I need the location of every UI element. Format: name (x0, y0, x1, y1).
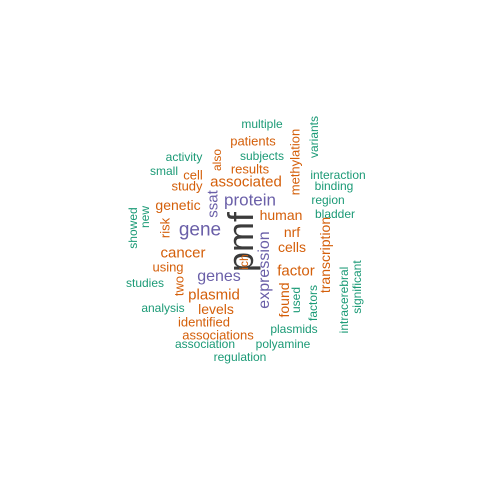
word-two: two (171, 275, 187, 297)
word-interaction: interaction (310, 168, 366, 182)
word-associations: associations (182, 327, 254, 343)
word-studies: studies (125, 276, 165, 290)
word-small: small (149, 164, 179, 178)
word-cancer: cancer (160, 244, 206, 262)
word-gene: gene (178, 219, 222, 241)
word-significant: significant (350, 260, 364, 314)
word-bladder: bladder (314, 207, 356, 221)
word-region: region (311, 193, 345, 207)
word-results: results (230, 161, 270, 177)
word-regulation: regulation (213, 350, 267, 364)
word-patients: patients (230, 133, 276, 149)
word-ich: ich (237, 254, 251, 270)
word-plasmid: plasmid (188, 286, 240, 304)
word-variants: variants (307, 115, 321, 159)
word-used: used (289, 286, 303, 314)
word-human: human (259, 207, 303, 223)
word-factor: factor (277, 262, 315, 280)
word-risk: risk (157, 217, 173, 239)
word-protein: protein (224, 190, 276, 210)
word-using: using (152, 259, 184, 275)
word-new: new (138, 205, 152, 229)
word-identified: identified (177, 314, 231, 330)
word-ssat: ssat (204, 190, 222, 218)
word-methylation: methylation (287, 128, 303, 196)
word-cells: cells (277, 239, 307, 255)
word-multiple: multiple (241, 117, 283, 131)
word-expression: expression (256, 231, 273, 309)
word-plasmids: plasmids (270, 322, 318, 336)
word-subjects: subjects (239, 149, 285, 163)
word-activity: activity (165, 150, 203, 164)
word-association: association (174, 337, 236, 351)
word-analysis: analysis (141, 301, 185, 315)
word-polyamine: polyamine (255, 337, 311, 351)
word-cell: cell (183, 167, 203, 183)
word-genetic: genetic (155, 197, 201, 213)
word-intracerebral: intracerebral (337, 266, 351, 334)
word-binding: binding (314, 179, 354, 193)
word-genes: genes (197, 268, 241, 285)
word-levels: levels (198, 301, 234, 317)
word-factors: factors (306, 284, 320, 322)
word-study: study (171, 178, 203, 194)
word-nrf: nrf (283, 224, 301, 240)
word-transcription: transcription (317, 216, 333, 294)
word-also: also (210, 148, 224, 172)
word-associated: associated (210, 173, 282, 191)
